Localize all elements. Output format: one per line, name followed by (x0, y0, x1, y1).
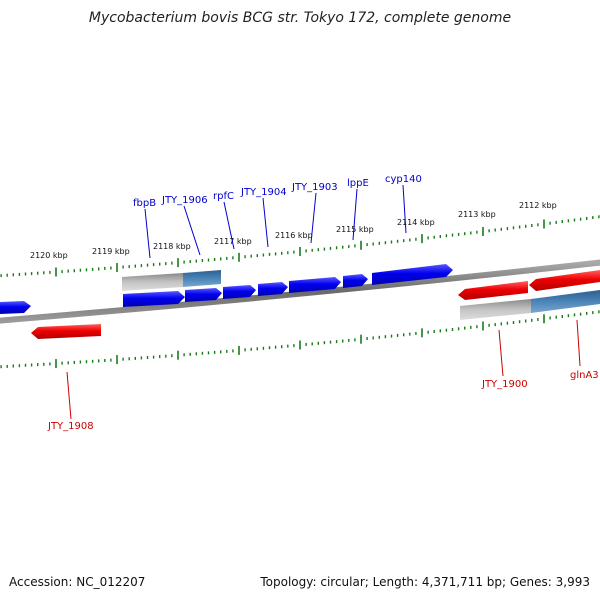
gene-arrow-minus[interactable] (458, 281, 528, 300)
gene-arrow-plus[interactable] (372, 264, 453, 285)
plus-strand-genes (0, 264, 453, 314)
gene-arrow-minus[interactable] (31, 324, 101, 339)
gene-label-fbpB[interactable]: fbpB (133, 198, 156, 209)
leader-line (144, 208, 151, 259)
scale-label: 2116 kbp (275, 231, 313, 240)
region-gray-bar (122, 273, 183, 291)
gene-label-JTY_1906[interactable]: JTY_1906 (161, 195, 208, 206)
scale-label: 2120 kbp (30, 251, 68, 260)
gene-arrow-plus[interactable] (123, 291, 185, 307)
gene-arrow-plus[interactable] (289, 277, 341, 293)
leader-line (352, 188, 358, 241)
region-steel-bar (183, 270, 221, 287)
leader-line (498, 329, 504, 377)
leader-line (262, 197, 269, 248)
genome-summary: Topology: circular; Length: 4,371,711 bp… (260, 575, 590, 589)
scale-label: 2112 kbp (519, 201, 557, 210)
gene-arrow-plus[interactable] (0, 301, 31, 314)
leader-line (66, 371, 72, 420)
region-steel-bar (531, 290, 600, 313)
gene-arrow-plus[interactable] (343, 274, 368, 288)
scale-label: 2118 kbp (153, 242, 191, 251)
gene-label-glnA3[interactable]: glnA3 (570, 370, 599, 381)
scale-label: 2114 kbp (397, 218, 435, 227)
accession-text: Accession: NC_012207 (9, 575, 146, 589)
gene-arrow-plus[interactable] (258, 282, 288, 296)
label-leaders (66, 184, 581, 420)
gene-arrow-plus[interactable] (223, 285, 256, 299)
scale-label: 2115 kbp (336, 225, 374, 234)
gene-label-JTY_1900[interactable]: JTY_1900 (481, 379, 528, 390)
gene-label-rpfC[interactable]: rpfC (213, 191, 234, 202)
scale-label: 2119 kbp (92, 247, 130, 256)
scale-label: 2113 kbp (458, 210, 496, 219)
scale-ticks-outer (0, 215, 600, 278)
gene-label-lppE[interactable]: lppE (347, 178, 369, 189)
scale-ticks-inner (0, 310, 600, 369)
gene-arrow-minus[interactable] (529, 270, 600, 291)
leader-line (576, 319, 581, 367)
region-gray-bar (460, 299, 531, 320)
gene-label-JTY_1904[interactable]: JTY_1904 (240, 187, 287, 198)
leader-line (223, 201, 235, 250)
gene-labels: fbpB JTY_1906 rpfC JTY_1904 JTY_1903 lpp… (47, 174, 599, 432)
map-title: Mycobacterium bovis BCG str. Tokyo 172, … (88, 10, 512, 26)
gene-label-JTY_1903[interactable]: JTY_1903 (291, 182, 338, 193)
leader-line (310, 192, 317, 244)
genome-backbone (0, 259, 600, 324)
leader-line (183, 205, 201, 256)
minus-strand-genes (31, 270, 600, 339)
leader-line (402, 184, 407, 234)
gene-label-JTY_1908[interactable]: JTY_1908 (47, 421, 94, 432)
region-bars (122, 270, 600, 320)
gene-arrow-plus[interactable] (185, 288, 222, 302)
gene-label-cyp140[interactable]: cyp140 (385, 174, 422, 185)
